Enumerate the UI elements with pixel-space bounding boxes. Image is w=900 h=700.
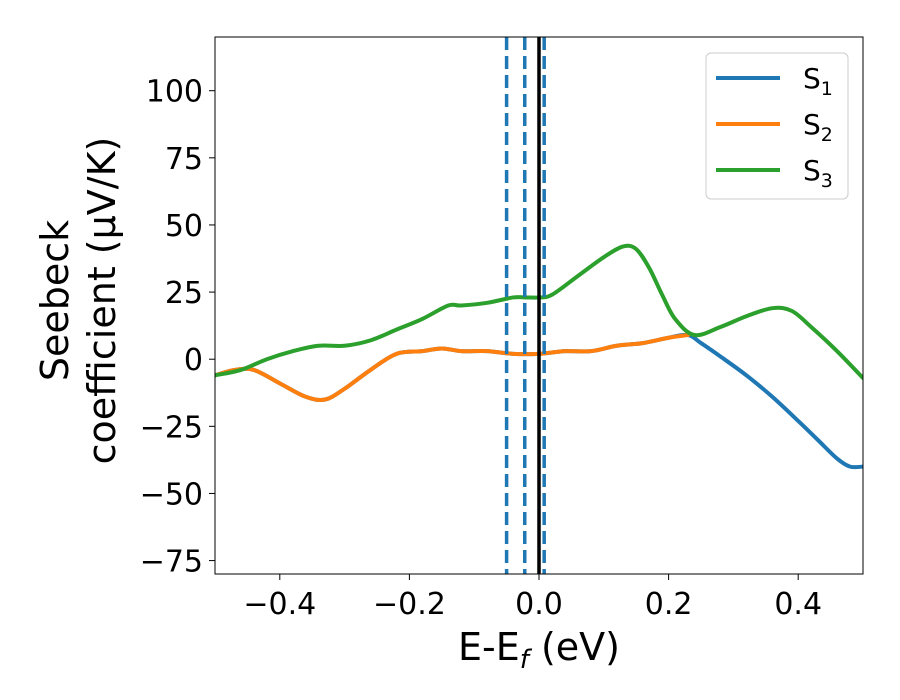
y-tick-label: 75 [165, 142, 203, 177]
y-tick-label: −75 [140, 545, 203, 580]
y-tick-label: −50 [140, 477, 203, 512]
y-axis-label: Seebeckcoefficient (μV/K) [33, 137, 124, 465]
x-tick-label: −0.4 [243, 587, 316, 622]
legend-label-s2: S2 [803, 108, 833, 146]
x-axis-label: E-Ef (eV) [458, 625, 620, 675]
x-tick-label: 0.0 [515, 587, 563, 622]
y-tick-label: −25 [140, 410, 203, 445]
y-tick-label: 25 [165, 276, 203, 311]
series-line-s3 [215, 243, 863, 380]
x-tick-label: 0.2 [645, 587, 693, 622]
legend: S1 S2 S3 [705, 52, 849, 200]
y-tick-label: 50 [165, 209, 203, 244]
x-tick-label: 0.4 [774, 587, 822, 622]
legend-label-s3: S3 [803, 154, 833, 192]
y-tick-label: 100 [146, 75, 203, 110]
y-tick-label: 0 [184, 343, 203, 378]
x-tick-label: −0.2 [373, 587, 446, 622]
legend-label-s1: S1 [803, 62, 833, 100]
series-line-s2 [215, 333, 691, 403]
